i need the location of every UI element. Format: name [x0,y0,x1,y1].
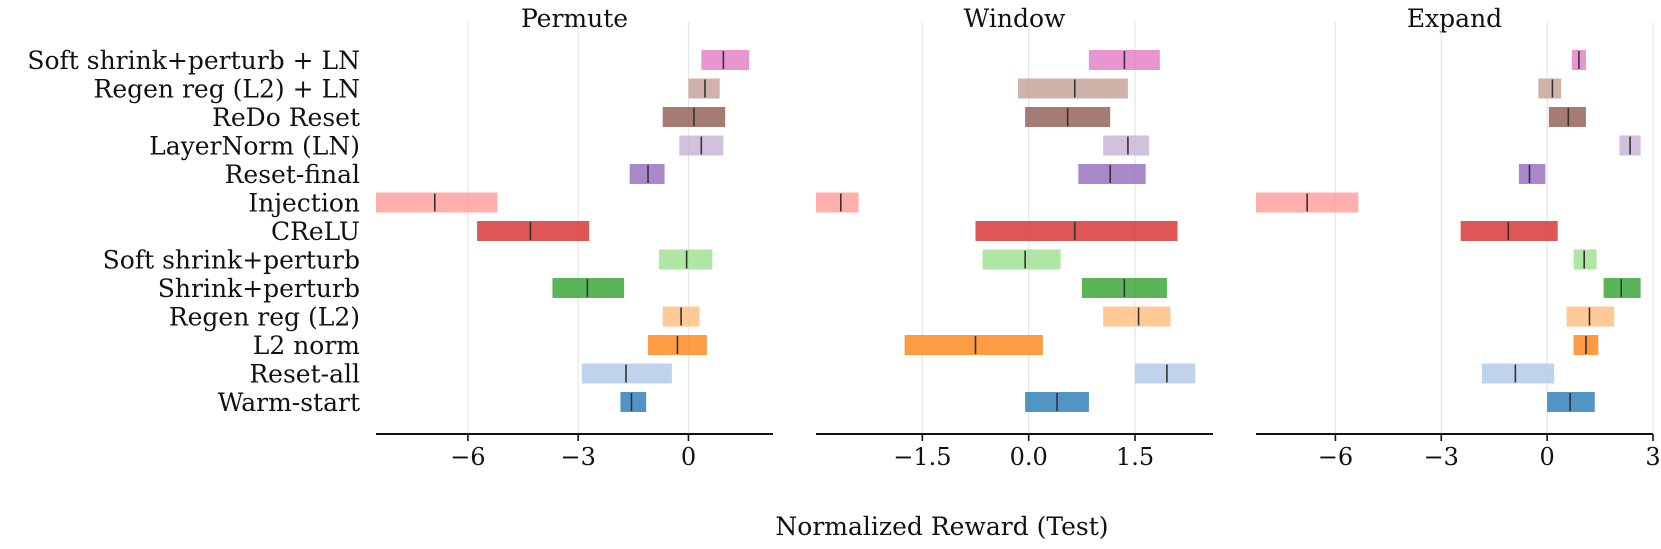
x-tick-label: 0.0 [1010,443,1048,471]
x-tick-label: 0 [681,443,696,471]
interval-bar [816,192,859,213]
x-axis-label: Normalized Reward (Test) [775,512,1108,541]
interval-bar [1548,107,1586,127]
row-label: ReDo Reset [212,103,360,132]
panel-permute: Permute −6 −3 0 [376,4,773,471]
panel-title: Window [964,4,1066,33]
row-label: Shrink+perturb [158,274,360,303]
interval-bar [975,221,1178,241]
interval-bar [629,164,665,184]
interval-bar [1573,249,1597,270]
row-label: Reset-all [249,360,360,389]
row-label: Regen reg (L2) [169,303,360,332]
interval-bar [376,192,498,213]
x-tick-label: −6 [450,443,485,471]
row-label: L2 norm [253,331,361,360]
interval-bar [1538,78,1562,99]
interval-bar [1460,221,1558,241]
row-label: Reset-final [225,160,360,189]
interval-bar [581,363,672,384]
interval-bar [701,50,750,70]
x-tick-label: −1.5 [893,443,951,471]
interval-bar [1547,392,1595,412]
row-label: LayerNorm (LN) [149,132,360,161]
interval-bar [1018,78,1128,99]
interval-bar [1103,135,1150,156]
interval-bar [688,78,720,99]
interval-bar [552,278,625,298]
interval-bar [1566,306,1615,327]
row-label: Soft shrink+perturb + LN [27,46,360,75]
interval-bar [1135,363,1196,384]
interval-bar [904,335,1043,355]
x-tick-label: −3 [560,443,595,471]
interval-bar [1603,278,1641,298]
panel-title: Expand [1407,4,1502,33]
row-label: Warm-start [218,388,360,417]
x-tick-label: 0 [1539,443,1554,471]
x-tick-label: 3 [1645,443,1660,471]
interval-bar [1481,363,1555,384]
panel-expand: Expand −6 −3 0 3 [1256,4,1661,471]
x-tick-label: −6 [1318,443,1353,471]
interval-bar [982,249,1061,270]
interval-bar [1078,164,1146,184]
row-label: Soft shrink+perturb [103,246,360,275]
panels: Permute −6 −3 0 Window −1.5 0.0 1.5 Expand −6 −3 0 3 [376,4,1661,471]
panel-title: Permute [521,4,628,33]
x-tick-label: 1.5 [1116,443,1154,471]
row-label: CReLU [271,217,360,246]
panel-window: Window −1.5 0.0 1.5 [816,4,1213,471]
row-label: Injection [248,189,360,218]
interval-bar [1518,164,1546,184]
interval-bar [659,249,713,270]
interval-bar [620,392,647,412]
x-tick-label: −3 [1424,443,1459,471]
row-label: Regen reg (L2) + LN [94,75,361,104]
interval-bar [1103,306,1171,327]
interval-bar [477,221,590,241]
